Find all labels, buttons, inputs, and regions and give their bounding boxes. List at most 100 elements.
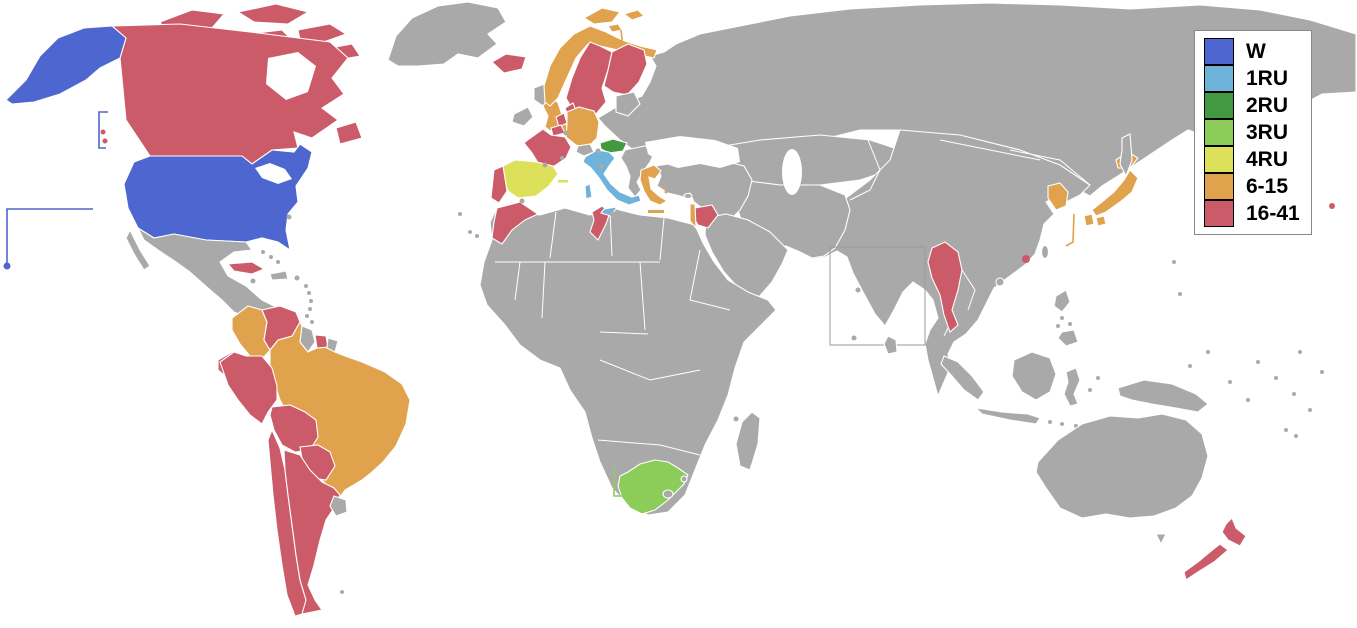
great-lakes: [255, 163, 292, 184]
island-cyprus: [683, 192, 693, 200]
region-arabia: [704, 213, 789, 300]
island-borneo: [1011, 351, 1057, 401]
country-new-zealand: [1183, 517, 1247, 581]
island-sakhalin: [1119, 133, 1133, 178]
country-israel: [689, 203, 697, 230]
country-swaziland: [680, 475, 688, 483]
continent-africa: [479, 201, 777, 516]
country-philippines: [1053, 289, 1079, 347]
country-argentina: [283, 449, 341, 615]
continent-north-america: [3, 1, 507, 337]
legend-label-6-15: 6-15: [1246, 175, 1289, 198]
country-united-states: [123, 143, 313, 252]
caribbean-island-dots: [238, 214, 314, 324]
country-france: [523, 128, 572, 168]
legend-swatch-W: [1204, 38, 1234, 65]
country-sri-lanka: [883, 335, 898, 355]
country-morocco: [491, 201, 540, 245]
island-newfoundland: [335, 121, 363, 145]
legend-row-W: W: [1204, 38, 1311, 65]
island-sumatra: [940, 355, 985, 401]
country-alaska: [5, 25, 127, 105]
region-baltic-states: [615, 91, 641, 117]
island-aegean-2: [664, 190, 668, 194]
island-java: [974, 407, 1041, 425]
okinawa-marker-line: [1065, 213, 1075, 247]
island-aegean-1: [660, 184, 664, 188]
country-cuba: [226, 261, 266, 275]
legend-row-1RU: 1RU: [1204, 65, 1311, 92]
country-italy: [582, 149, 642, 206]
oceania: [458, 203, 1335, 581]
legend-row-2RU: 2RU: [1204, 92, 1311, 119]
nz-south-island: [1183, 543, 1229, 581]
caribbean: [226, 214, 314, 324]
country-iceland: [491, 53, 527, 74]
country-guyana: [299, 325, 316, 353]
island-haida: [100, 129, 106, 135]
legend-entries: W 1RU 2RU 3RU 4RU 6-15 16-41: [1204, 38, 1311, 227]
africa-border-lines: [495, 211, 731, 456]
country-greece: [639, 164, 669, 206]
country-finland: [603, 43, 648, 96]
atlantic-island-dots: [458, 212, 479, 238]
east-pacific-red-islet: [1329, 203, 1335, 209]
island-shikoku: [1095, 215, 1107, 227]
island-sulawesi: [1063, 367, 1081, 407]
island-tasmania: [1155, 533, 1167, 546]
legend-label-2RU: 2RU: [1246, 94, 1289, 117]
island-hainan: [995, 277, 1005, 287]
island-mauritius: [733, 416, 739, 422]
country-lesotho: [662, 489, 674, 499]
island-maldives-2: [851, 335, 857, 341]
country-venezuela: [261, 305, 301, 351]
caspian-sea: [782, 149, 802, 195]
legend-swatch-2RU: [1204, 92, 1234, 119]
levant: [689, 203, 719, 230]
hudson-bay: [266, 52, 316, 100]
legend-row-4RU: 4RU: [1204, 146, 1311, 173]
islands-balearic: [558, 180, 568, 183]
island-vancouver: [102, 138, 108, 144]
legend-row-6-15: 6-15: [1204, 173, 1311, 200]
legend-swatch-3RU: [1204, 119, 1234, 146]
legend-row-16-41: 16-41: [1204, 200, 1311, 227]
india-inset-box: [829, 246, 926, 346]
country-suriname: [314, 334, 329, 349]
continent-south-america: [217, 305, 411, 617]
island-honshu: [1091, 169, 1139, 217]
region-africa: [479, 207, 777, 516]
legend: W 1RU 2RU 3RU 4RU 6-15 16-41: [1194, 30, 1312, 235]
hawaii-marker-line: [6, 208, 93, 266]
legend-swatch-6-15: [1204, 173, 1234, 200]
island-taiwan: [1040, 244, 1050, 260]
country-uruguay: [329, 495, 348, 517]
legend-swatch-16-41: [1204, 200, 1234, 227]
northwest-coast-box: [98, 111, 108, 149]
continent-europe: [490, 7, 693, 217]
baja-peninsula: [125, 228, 151, 271]
legend-label-1RU: 1RU: [1246, 67, 1289, 90]
legend-label-16-41: 16-41: [1246, 202, 1300, 225]
legend-label-4RU: 4RU: [1246, 148, 1289, 171]
country-germany: [565, 106, 600, 148]
country-switzerland: [575, 143, 595, 157]
island-crete: [648, 210, 664, 213]
country-greenland: [387, 1, 507, 67]
island-new-guinea: [1117, 379, 1209, 413]
legend-label-W: W: [1246, 40, 1266, 63]
country-spain: [498, 159, 559, 199]
island-maldives-1: [855, 287, 861, 293]
country-madagascar: [735, 411, 761, 471]
walvis-bay-marker: [613, 466, 628, 497]
asia-details: [829, 133, 1139, 355]
legend-row-3RU: 3RU: [1204, 119, 1311, 146]
black-sea: [645, 136, 740, 168]
country-portugal: [490, 165, 508, 204]
hong-kong-dot: [1022, 255, 1030, 263]
island-hispaniola: [269, 270, 289, 281]
maritime-southeast-asia: [940, 289, 1209, 428]
country-canada: [110, 23, 349, 165]
legend-label-3RU: 3RU: [1246, 121, 1289, 144]
